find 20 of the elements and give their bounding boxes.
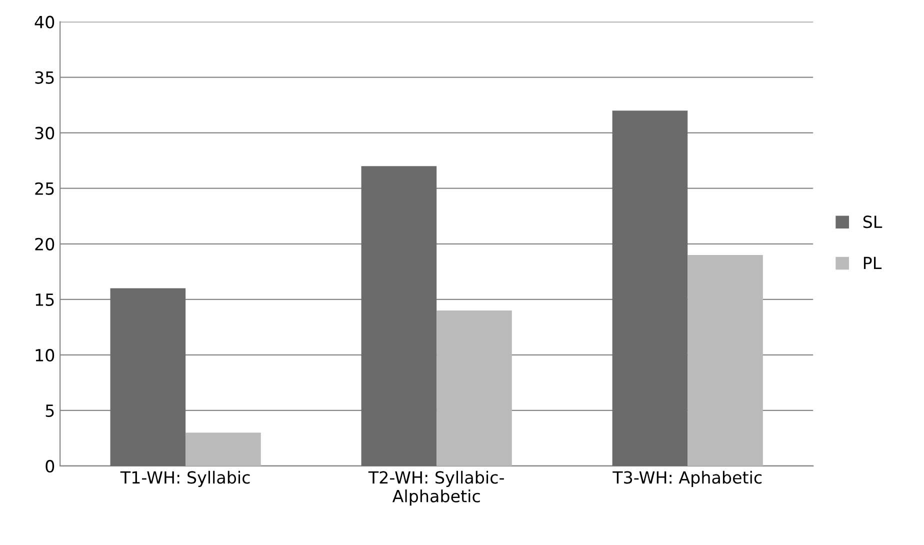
bar (612, 110, 688, 466)
x-tick-label: T3-WH: Aphabetic (612, 470, 762, 487)
legend-label: SL (863, 216, 882, 228)
bar (361, 166, 437, 466)
y-tick-label: 20 (35, 238, 54, 250)
x-tick-label: T1-WH: Syllabic (120, 470, 250, 487)
y-tick-label: 15 (36, 294, 54, 306)
legend-label: PL (864, 256, 882, 270)
y-tick-label: 40 (34, 16, 54, 28)
bar (110, 288, 186, 466)
bar (436, 310, 512, 466)
y-tick-label: 35 (35, 71, 54, 84)
y-tick-label: 25 (35, 182, 54, 195)
bar (186, 432, 261, 466)
bar (688, 254, 763, 466)
y-tick-label: 5 (46, 404, 54, 418)
y-tick-label: 10 (36, 348, 54, 362)
y-tick-label: 30 (35, 126, 54, 140)
y-tick-label: 0 (46, 460, 54, 473)
x-tick-label: T2-WH: Syllabic- Alphabetic (368, 470, 504, 506)
